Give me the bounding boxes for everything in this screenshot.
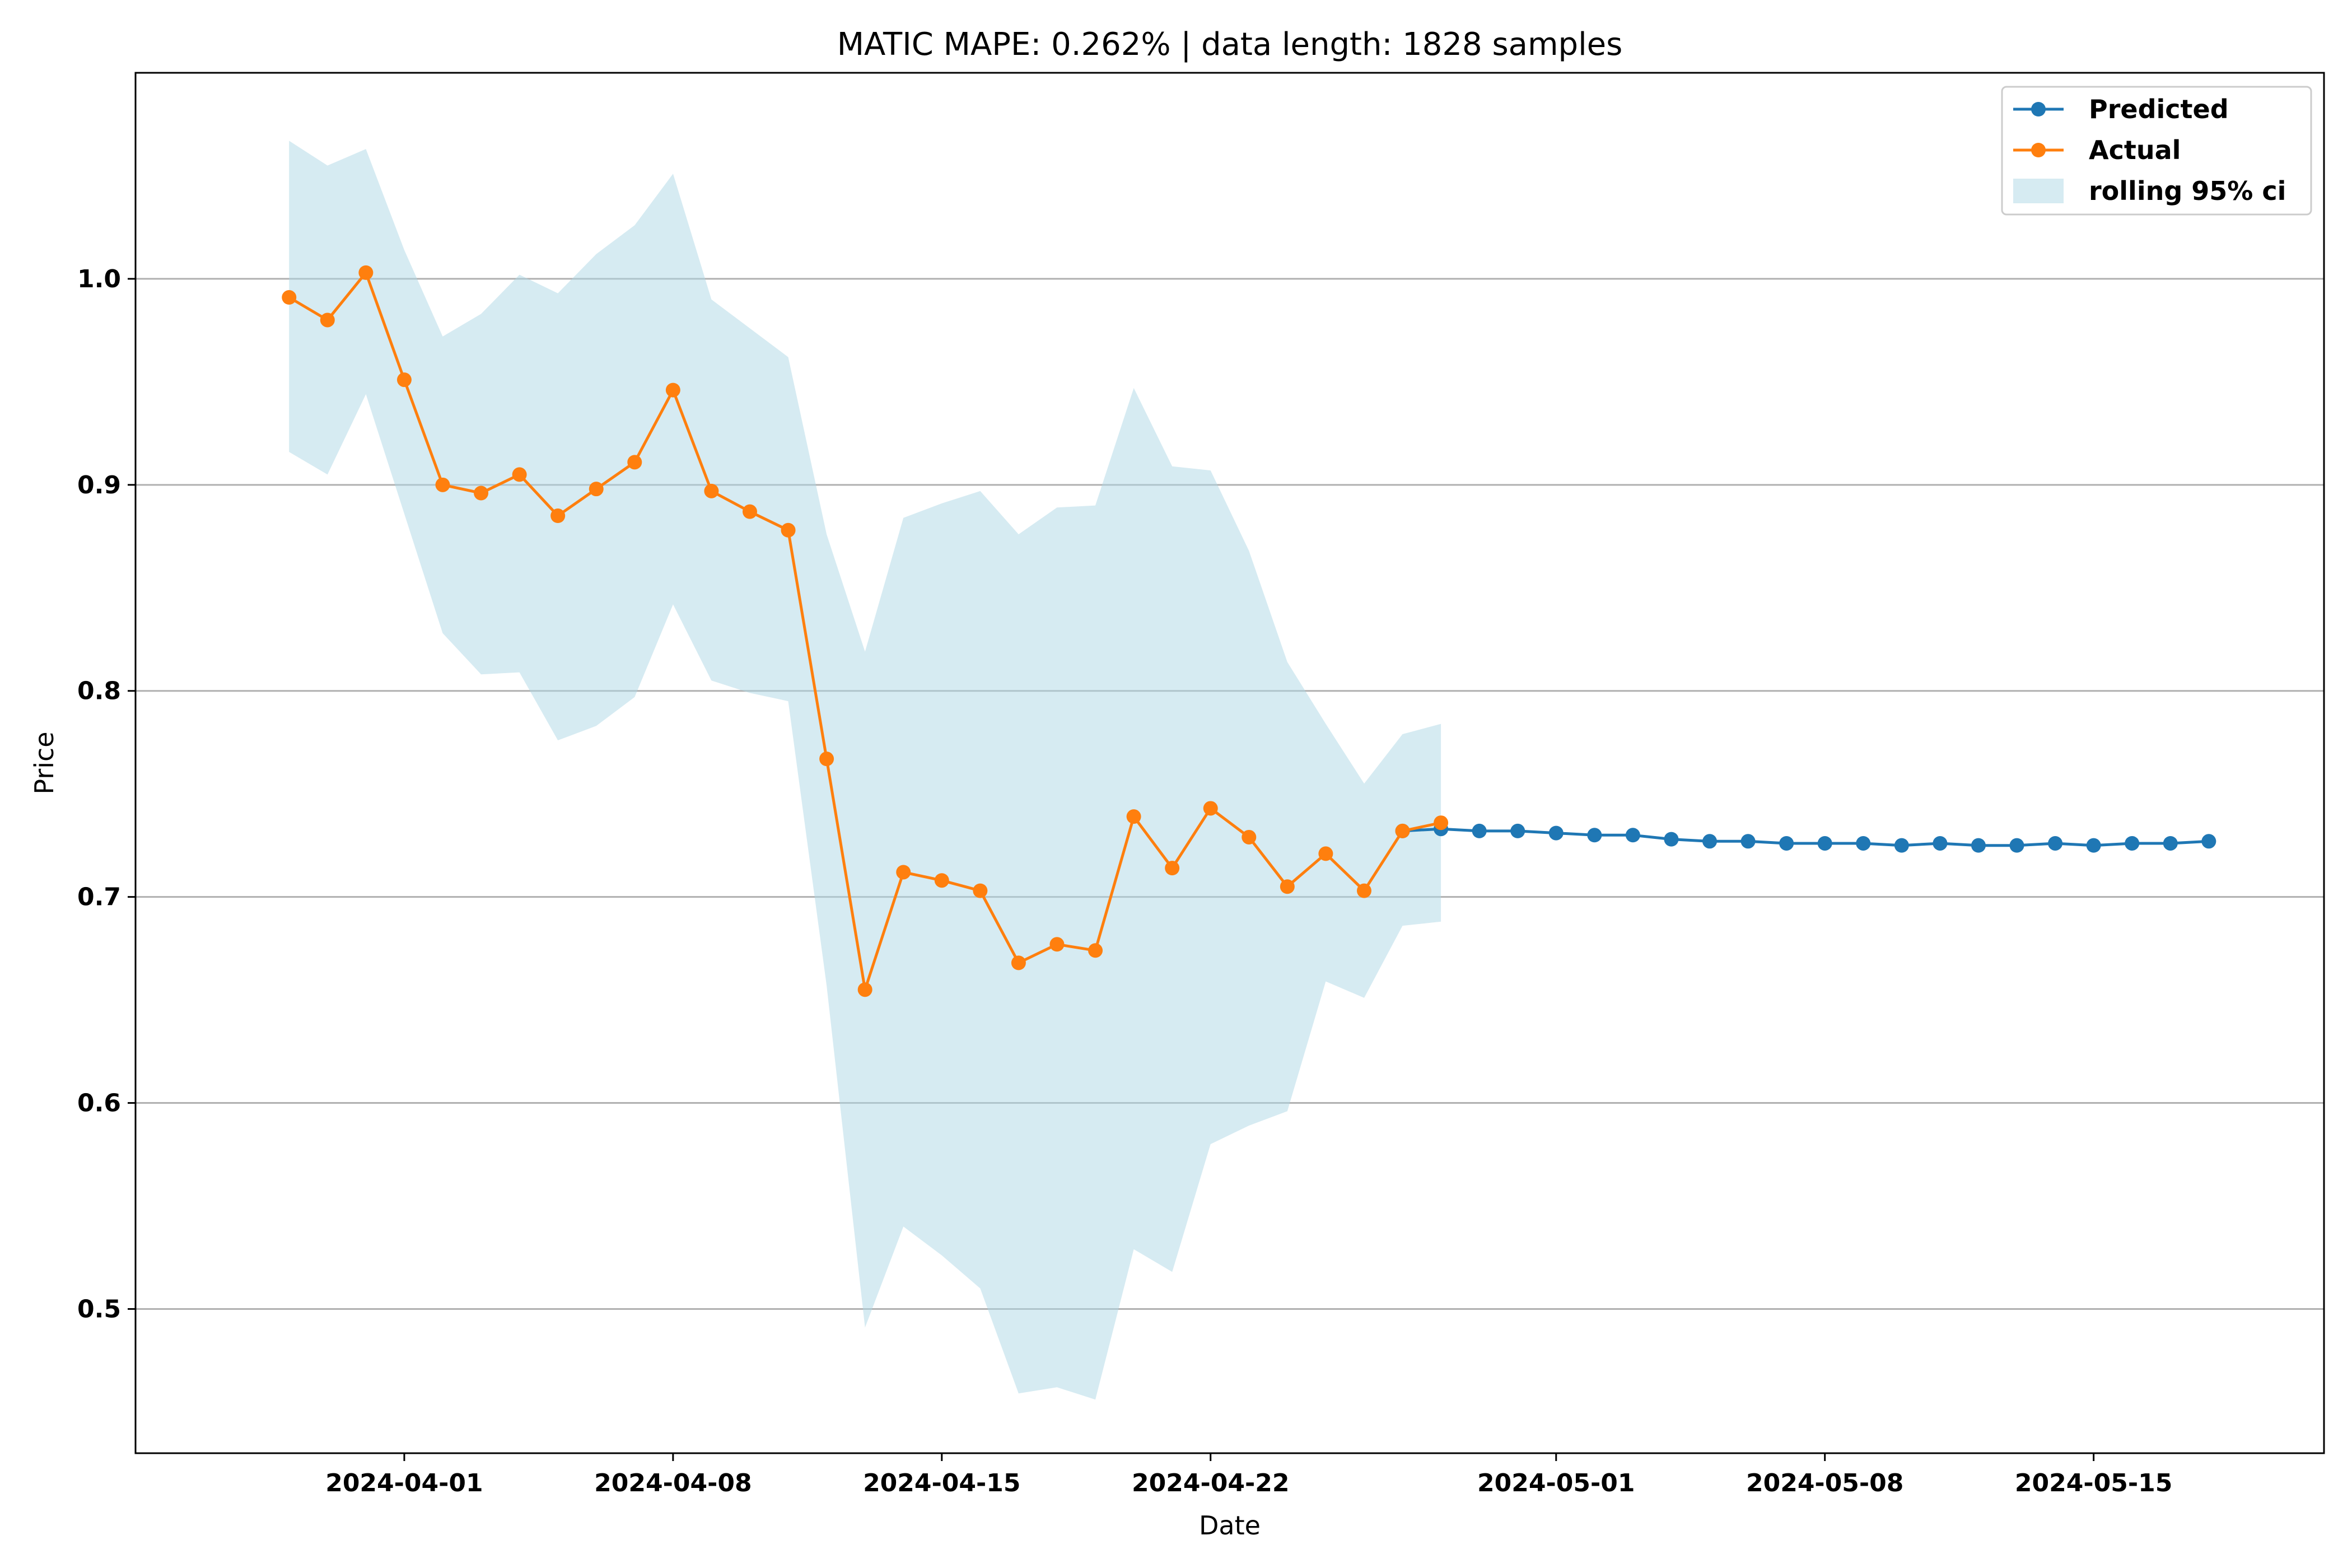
- legend-entry-ci: rolling 95% ci: [2013, 176, 2286, 206]
- actual-point: [1356, 883, 1371, 898]
- legend-entry-actual: Actual: [2013, 135, 2181, 165]
- actual-point: [1126, 809, 1141, 824]
- predicted-point: [1664, 832, 1679, 847]
- y-tick-label: 0.8: [77, 677, 121, 706]
- legend-predicted-label: Predicted: [2089, 94, 2229, 124]
- legend-predicted-marker: [2031, 102, 2046, 116]
- legend-ci-label: rolling 95% ci: [2089, 176, 2286, 206]
- predicted-point: [2125, 836, 2140, 851]
- predicted-point: [2009, 838, 2024, 853]
- actual-point: [474, 486, 489, 501]
- predicted-point: [1472, 823, 1487, 838]
- actual-point: [781, 522, 796, 538]
- predicted-point: [1625, 828, 1640, 843]
- predicted-point: [1971, 838, 1986, 853]
- predicted-point: [2048, 836, 2063, 851]
- predicted-point: [2086, 838, 2101, 853]
- x-tick-label: 2024-04-15: [863, 1469, 1020, 1497]
- predicted-line: [1402, 827, 2209, 847]
- actual-point: [896, 865, 911, 880]
- actual-point: [358, 265, 374, 280]
- x-tick-label: 2024-05-01: [1477, 1469, 1635, 1497]
- actual-point: [627, 455, 642, 470]
- predicted-point: [1779, 836, 1794, 851]
- actual-point: [1242, 829, 1257, 844]
- y-axis-ticks: 0.5 0.6 0.7 0.8 0.9 1.0: [77, 265, 136, 1323]
- actual-point: [1318, 846, 1333, 861]
- predicted-point: [1933, 836, 1948, 851]
- x-tick-label: 2024-05-08: [1746, 1469, 1903, 1497]
- x-tick-label: 2024-04-08: [594, 1469, 752, 1497]
- actual-point: [973, 883, 988, 898]
- predicted-point: [1894, 838, 1909, 853]
- ci-band-layer: [289, 141, 1441, 1400]
- actual-point: [1395, 823, 1410, 838]
- actual-point: [550, 508, 566, 524]
- predicted-point: [1817, 836, 1832, 851]
- predicted-point: [1740, 834, 1756, 849]
- x-tick-label: 2024-05-15: [2015, 1469, 2172, 1497]
- actual-point: [435, 477, 450, 492]
- y-tick-label: 0.6: [77, 1089, 121, 1118]
- predicted-point: [2201, 834, 2216, 849]
- ci-band: [289, 141, 1441, 1400]
- legend-actual-marker: [2031, 143, 2046, 157]
- x-tick-label: 2024-04-01: [325, 1469, 483, 1497]
- y-tick-label: 0.7: [77, 883, 121, 912]
- actual-point: [1049, 937, 1065, 952]
- actual-point: [819, 752, 834, 767]
- plot-frame: [134, 72, 2325, 1454]
- x-tick-label: 2024-04-22: [1132, 1469, 1289, 1497]
- legend-box: [2001, 86, 2312, 216]
- actual-point: [742, 504, 757, 519]
- actual-point: [1165, 861, 1180, 876]
- actual-point: [1280, 879, 1295, 894]
- legend-actual-label: Actual: [2089, 135, 2181, 165]
- y-axis-label: Price: [29, 731, 59, 794]
- predicted-point: [1587, 828, 1602, 843]
- legend-ci-swatch: [2013, 179, 2064, 203]
- actual-point: [1088, 943, 1103, 958]
- y-tick-label: 0.5: [77, 1295, 121, 1323]
- series-layer: [282, 265, 2216, 997]
- actual-point: [589, 482, 604, 497]
- x-axis-ticks: 2024-04-01 2024-04-08 2024-04-15 2024-04-22…: [325, 1453, 2172, 1497]
- actual-point: [512, 467, 527, 482]
- x-axis-label: Date: [1199, 1510, 1261, 1541]
- actual-point: [665, 382, 680, 398]
- actual-point: [1434, 815, 1449, 830]
- actual-point: [320, 312, 335, 328]
- predicted-point: [1510, 823, 1525, 838]
- predicted-point: [1548, 825, 1564, 841]
- predicted-point: [2163, 836, 2178, 851]
- chart-title: MATIC MAPE: 0.262% | data length: 1828 s…: [837, 26, 1623, 63]
- legend: Predicted Actual rolling 95% ci: [2001, 86, 2312, 216]
- actual-point: [934, 873, 949, 888]
- actual-point: [396, 372, 412, 388]
- actual-point: [704, 483, 719, 498]
- actual-point: [1203, 801, 1218, 816]
- actual-point: [282, 290, 297, 305]
- predicted-point: [1856, 836, 1871, 851]
- actual-point: [1011, 955, 1026, 970]
- predicted-point: [1702, 834, 1718, 849]
- legend-entry-predicted: Predicted: [2013, 94, 2229, 124]
- actual-point: [857, 982, 872, 997]
- y-tick-label: 0.9: [77, 471, 121, 500]
- y-tick-label: 1.0: [77, 265, 121, 293]
